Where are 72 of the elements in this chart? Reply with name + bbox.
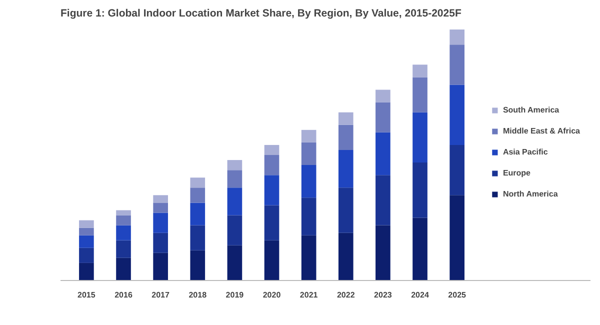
- x-tick-label: 2018: [188, 290, 208, 300]
- bar: [79, 235, 94, 248]
- bar: [264, 155, 280, 176]
- bar: [412, 162, 428, 218]
- bar: [227, 170, 242, 188]
- legend-label: Asia Pacific: [502, 148, 548, 156]
- bar: [79, 262, 94, 280]
- bar: [190, 178, 206, 188]
- bar: [264, 240, 280, 280]
- bar: [79, 220, 94, 228]
- bar: [301, 165, 316, 198]
- bar: [301, 235, 316, 280]
- bar: [376, 102, 390, 132]
- bar: [153, 202, 168, 213]
- x-tick-label: 2020: [262, 290, 282, 300]
- bar: [338, 232, 354, 280]
- bar: [376, 132, 390, 176]
- bar: [450, 84, 464, 145]
- bar: [450, 144, 464, 196]
- x-tick-label: 2016: [114, 290, 133, 300]
- bar: [450, 44, 464, 85]
- bar: [412, 64, 428, 78]
- bar: [412, 77, 428, 112]
- legend-label: Europe: [502, 168, 530, 178]
- bar: [227, 160, 242, 170]
- bar: [116, 225, 131, 240]
- bar: [153, 252, 168, 280]
- bar: [116, 258, 131, 280]
- x-tick-label: 2024: [411, 290, 430, 300]
- bar: [338, 188, 354, 233]
- bar: [338, 124, 354, 150]
- bar: [190, 250, 206, 280]
- bar: [412, 112, 428, 163]
- bar: [264, 205, 280, 240]
- bar: [116, 240, 131, 258]
- bar: [190, 188, 206, 203]
- bar: [79, 248, 94, 263]
- bar: [450, 195, 464, 280]
- x-tick-label: 2019: [226, 290, 244, 300]
- bar: [153, 212, 168, 233]
- x-tick-label: 2025: [448, 290, 467, 300]
- bar: [412, 218, 428, 280]
- bar: [79, 228, 94, 236]
- bar: [338, 112, 354, 125]
- bar: [264, 175, 280, 206]
- bar: [338, 150, 354, 188]
- bar: [116, 215, 131, 226]
- x-tick-label: 2022: [336, 290, 356, 300]
- bar: [153, 195, 168, 203]
- x-tick-label: 2021: [300, 290, 318, 300]
- x-tick-label: 2017: [152, 290, 170, 300]
- bar: [116, 210, 131, 216]
- legend-label: North America: [502, 190, 558, 198]
- bar: [301, 198, 316, 236]
- bar: [264, 144, 280, 156]
- bar: [376, 225, 390, 280]
- chart-title: Figure 1: Global Indoor Location Market Share, By Region, By Value, 2015-2025F: [60, 8, 462, 20]
- bar: [376, 90, 390, 102]
- legend-label: Middle East & Africa: [502, 126, 580, 136]
- bar: [301, 142, 316, 166]
- bar: [227, 215, 242, 246]
- x-tick-label: 2023: [374, 290, 392, 300]
- bar: [450, 30, 464, 45]
- x-tick-label: 2015: [78, 290, 96, 300]
- bar: [190, 202, 206, 226]
- bar: [227, 245, 242, 280]
- bar: [376, 175, 390, 226]
- bar: [153, 232, 168, 253]
- bar: [301, 130, 316, 142]
- legend-label: South America: [502, 106, 560, 114]
- bar: [190, 225, 206, 250]
- bar: [227, 188, 242, 216]
